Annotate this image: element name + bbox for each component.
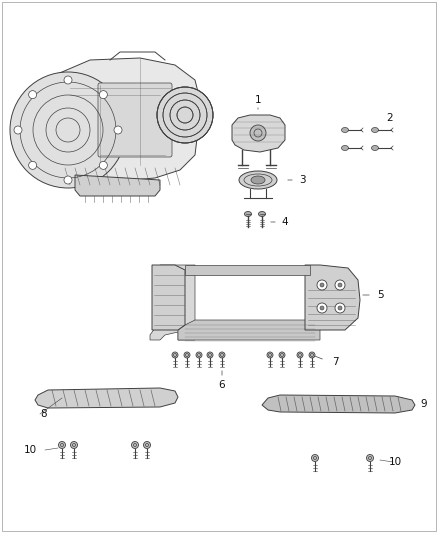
Polygon shape [262, 395, 415, 413]
Ellipse shape [258, 212, 265, 216]
Circle shape [309, 352, 315, 358]
Text: 6: 6 [219, 380, 225, 390]
Text: 2: 2 [387, 113, 393, 123]
Circle shape [335, 280, 345, 290]
Circle shape [157, 87, 213, 143]
Circle shape [131, 441, 138, 448]
Circle shape [311, 455, 318, 462]
Ellipse shape [239, 171, 277, 189]
Circle shape [279, 352, 285, 358]
Polygon shape [178, 320, 320, 340]
Circle shape [10, 72, 126, 188]
Text: 10: 10 [389, 457, 402, 467]
Text: 4: 4 [282, 217, 288, 227]
Ellipse shape [342, 146, 349, 150]
Circle shape [320, 283, 324, 287]
Ellipse shape [244, 212, 251, 216]
Text: 10: 10 [24, 445, 36, 455]
Text: 9: 9 [420, 399, 427, 409]
Circle shape [28, 91, 37, 99]
Ellipse shape [371, 146, 378, 150]
Circle shape [99, 161, 107, 169]
Circle shape [338, 306, 342, 310]
Ellipse shape [251, 176, 265, 184]
Text: 5: 5 [377, 290, 383, 300]
Circle shape [71, 441, 78, 448]
Polygon shape [75, 175, 160, 196]
Polygon shape [152, 265, 185, 330]
Circle shape [250, 125, 266, 141]
Circle shape [196, 352, 202, 358]
Circle shape [367, 455, 374, 462]
Text: 1: 1 [254, 95, 261, 105]
Circle shape [267, 352, 273, 358]
Circle shape [317, 303, 327, 313]
Circle shape [320, 306, 324, 310]
Circle shape [184, 352, 190, 358]
Polygon shape [232, 115, 285, 152]
Circle shape [172, 352, 178, 358]
Circle shape [59, 441, 66, 448]
Circle shape [317, 280, 327, 290]
Circle shape [335, 303, 345, 313]
Circle shape [14, 126, 22, 134]
Circle shape [144, 441, 151, 448]
Circle shape [28, 161, 37, 169]
Circle shape [64, 176, 72, 184]
Circle shape [207, 352, 213, 358]
Circle shape [99, 91, 107, 99]
Text: 7: 7 [332, 357, 338, 367]
Circle shape [114, 126, 122, 134]
Circle shape [297, 352, 303, 358]
Circle shape [64, 76, 72, 84]
Circle shape [338, 283, 342, 287]
Ellipse shape [371, 127, 378, 133]
FancyBboxPatch shape [98, 83, 172, 157]
Polygon shape [150, 265, 195, 340]
Polygon shape [35, 388, 178, 408]
Text: 3: 3 [299, 175, 305, 185]
Ellipse shape [342, 127, 349, 133]
Polygon shape [305, 265, 360, 330]
Circle shape [219, 352, 225, 358]
Polygon shape [185, 265, 310, 275]
Text: 8: 8 [40, 409, 46, 419]
Polygon shape [30, 58, 200, 182]
